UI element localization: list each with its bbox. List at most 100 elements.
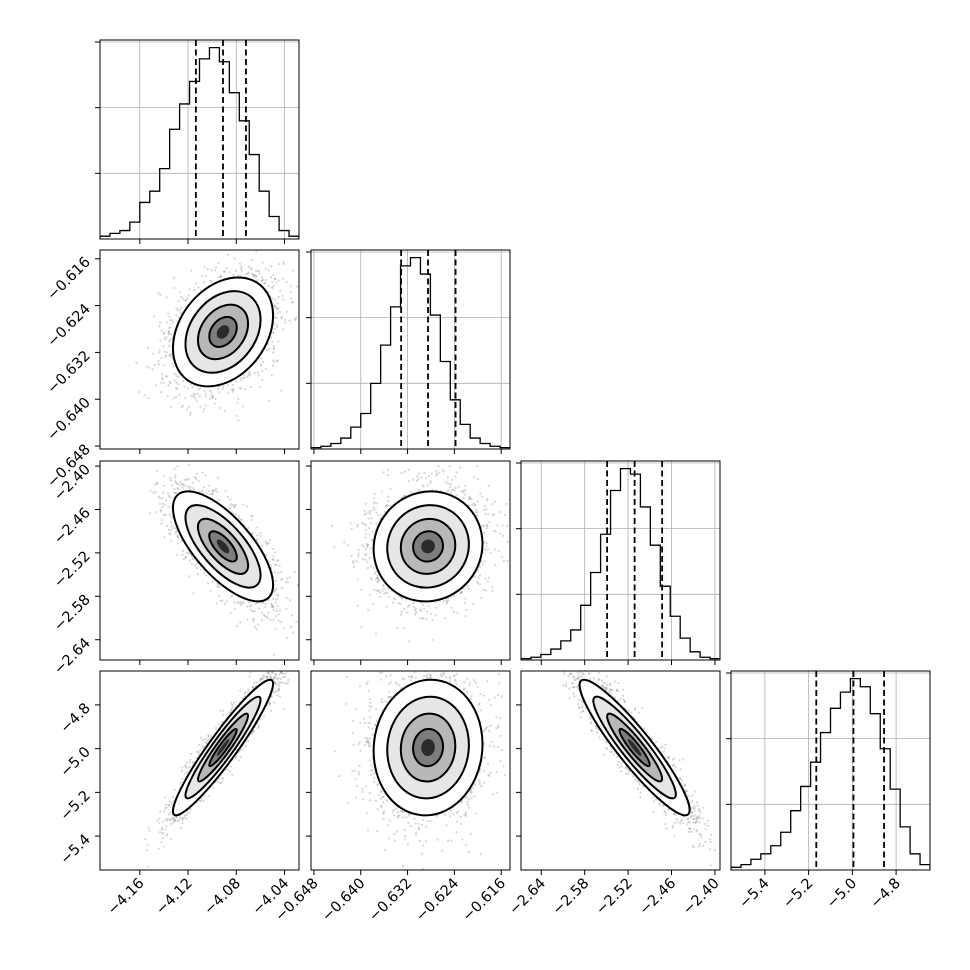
scatter-point: [184, 555, 188, 558]
scatter-point: [271, 597, 275, 601]
scatter-point: [169, 382, 172, 385]
scatter-point: [248, 605, 251, 608]
scatter-point: [245, 272, 248, 276]
scatter-point: [239, 603, 242, 606]
scatter-point: [289, 599, 292, 602]
scatter-point: [275, 593, 278, 596]
scatter-point: [219, 600, 222, 603]
scatter-point: [203, 389, 206, 392]
scatter-point: [231, 594, 234, 597]
scatter-point: [174, 395, 178, 399]
scatter-point: [243, 376, 246, 379]
scatter-point: [264, 278, 268, 282]
scatter-point: [249, 373, 252, 376]
scatter-point: [255, 526, 258, 529]
scatter-point: [184, 299, 188, 302]
scatter-point: [293, 571, 296, 574]
scatter-point: [185, 408, 188, 411]
scatter-point: [204, 392, 207, 395]
scatter-point: [277, 279, 280, 282]
scatter-point: [193, 289, 196, 292]
scatter-point: [257, 270, 260, 273]
scatter-point: [176, 309, 179, 312]
scatter-point: [276, 597, 279, 601]
scatter-point: [197, 480, 200, 483]
scatter-point: [143, 394, 146, 397]
scatter-point: [239, 386, 242, 389]
scatter-point: [184, 397, 187, 400]
scatter-point: [194, 282, 198, 285]
scatter-point: [230, 388, 233, 391]
scatter-point: [250, 268, 253, 271]
scatter-point: [165, 321, 169, 324]
scatter-point: [163, 475, 166, 478]
scatter-point: [186, 297, 189, 300]
scatter-point: [188, 575, 191, 578]
scatter-point: [226, 384, 229, 387]
scatter-point: [259, 385, 262, 389]
scatter-point: [169, 496, 172, 499]
scatter-point: [275, 610, 278, 613]
scatter-point: [291, 300, 294, 303]
scatter-point: [191, 481, 195, 484]
scatter-point: [255, 269, 258, 272]
scatter-point: [271, 605, 274, 609]
scatter-point: [279, 570, 283, 573]
scatter-point: [278, 609, 282, 612]
scatter-point: [161, 372, 164, 376]
scatter-point: [160, 522, 163, 525]
scatter-point: [174, 491, 177, 494]
scatter-point: [263, 281, 266, 285]
scatter-point: [272, 347, 275, 350]
scatter-point: [249, 604, 253, 607]
scatter-point: [208, 389, 211, 392]
scatter-point: [220, 275, 223, 278]
scatter-point: [273, 327, 276, 330]
scatter-point: [167, 312, 170, 315]
scatter-point: [233, 607, 236, 610]
scatter-point: [172, 397, 175, 400]
scatter-point: [254, 602, 258, 605]
scatter-point: [282, 262, 285, 266]
scatter-point: [168, 315, 171, 319]
scatter-point: [240, 265, 243, 268]
scatter-point: [277, 571, 280, 574]
scatter-point: [260, 619, 263, 622]
scatter-point: [212, 489, 215, 492]
scatter-point: [195, 400, 198, 403]
scatter-point: [268, 347, 271, 351]
scatter-point: [288, 576, 291, 579]
scatter-point: [192, 487, 195, 490]
scatter-point: [289, 291, 292, 294]
scatter-point: [160, 519, 163, 522]
scatter-point: [169, 405, 173, 408]
scatter-point: [239, 601, 243, 604]
scatter-point: [251, 272, 254, 275]
contour-line: [184, 290, 262, 374]
scatter-point: [168, 494, 171, 498]
scatter-point: [239, 518, 242, 521]
scatter-point: [253, 273, 256, 276]
scatter-point: [231, 383, 235, 387]
scatter-point: [170, 333, 173, 336]
scatter-point: [158, 351, 161, 354]
scatter-point: [168, 330, 171, 333]
scatter-point: [247, 374, 250, 377]
scatter-point: [183, 385, 186, 388]
scatter-point: [145, 365, 148, 368]
scatter-point: [277, 619, 281, 622]
scatter-point: [164, 355, 167, 358]
scatter-point: [163, 503, 166, 506]
scatter-point: [211, 492, 214, 496]
scatter-point: [232, 273, 235, 276]
scatter-point: [296, 285, 299, 288]
scatter-point: [189, 486, 192, 489]
scatter-point: [164, 513, 167, 516]
scatter-point: [270, 285, 273, 289]
scatter-point: [196, 392, 200, 396]
scatter-point: [258, 272, 261, 275]
scatter-point: [189, 383, 193, 386]
scatter-point: [256, 534, 259, 537]
scatter-point: [177, 375, 180, 378]
scatter-point: [193, 564, 197, 567]
